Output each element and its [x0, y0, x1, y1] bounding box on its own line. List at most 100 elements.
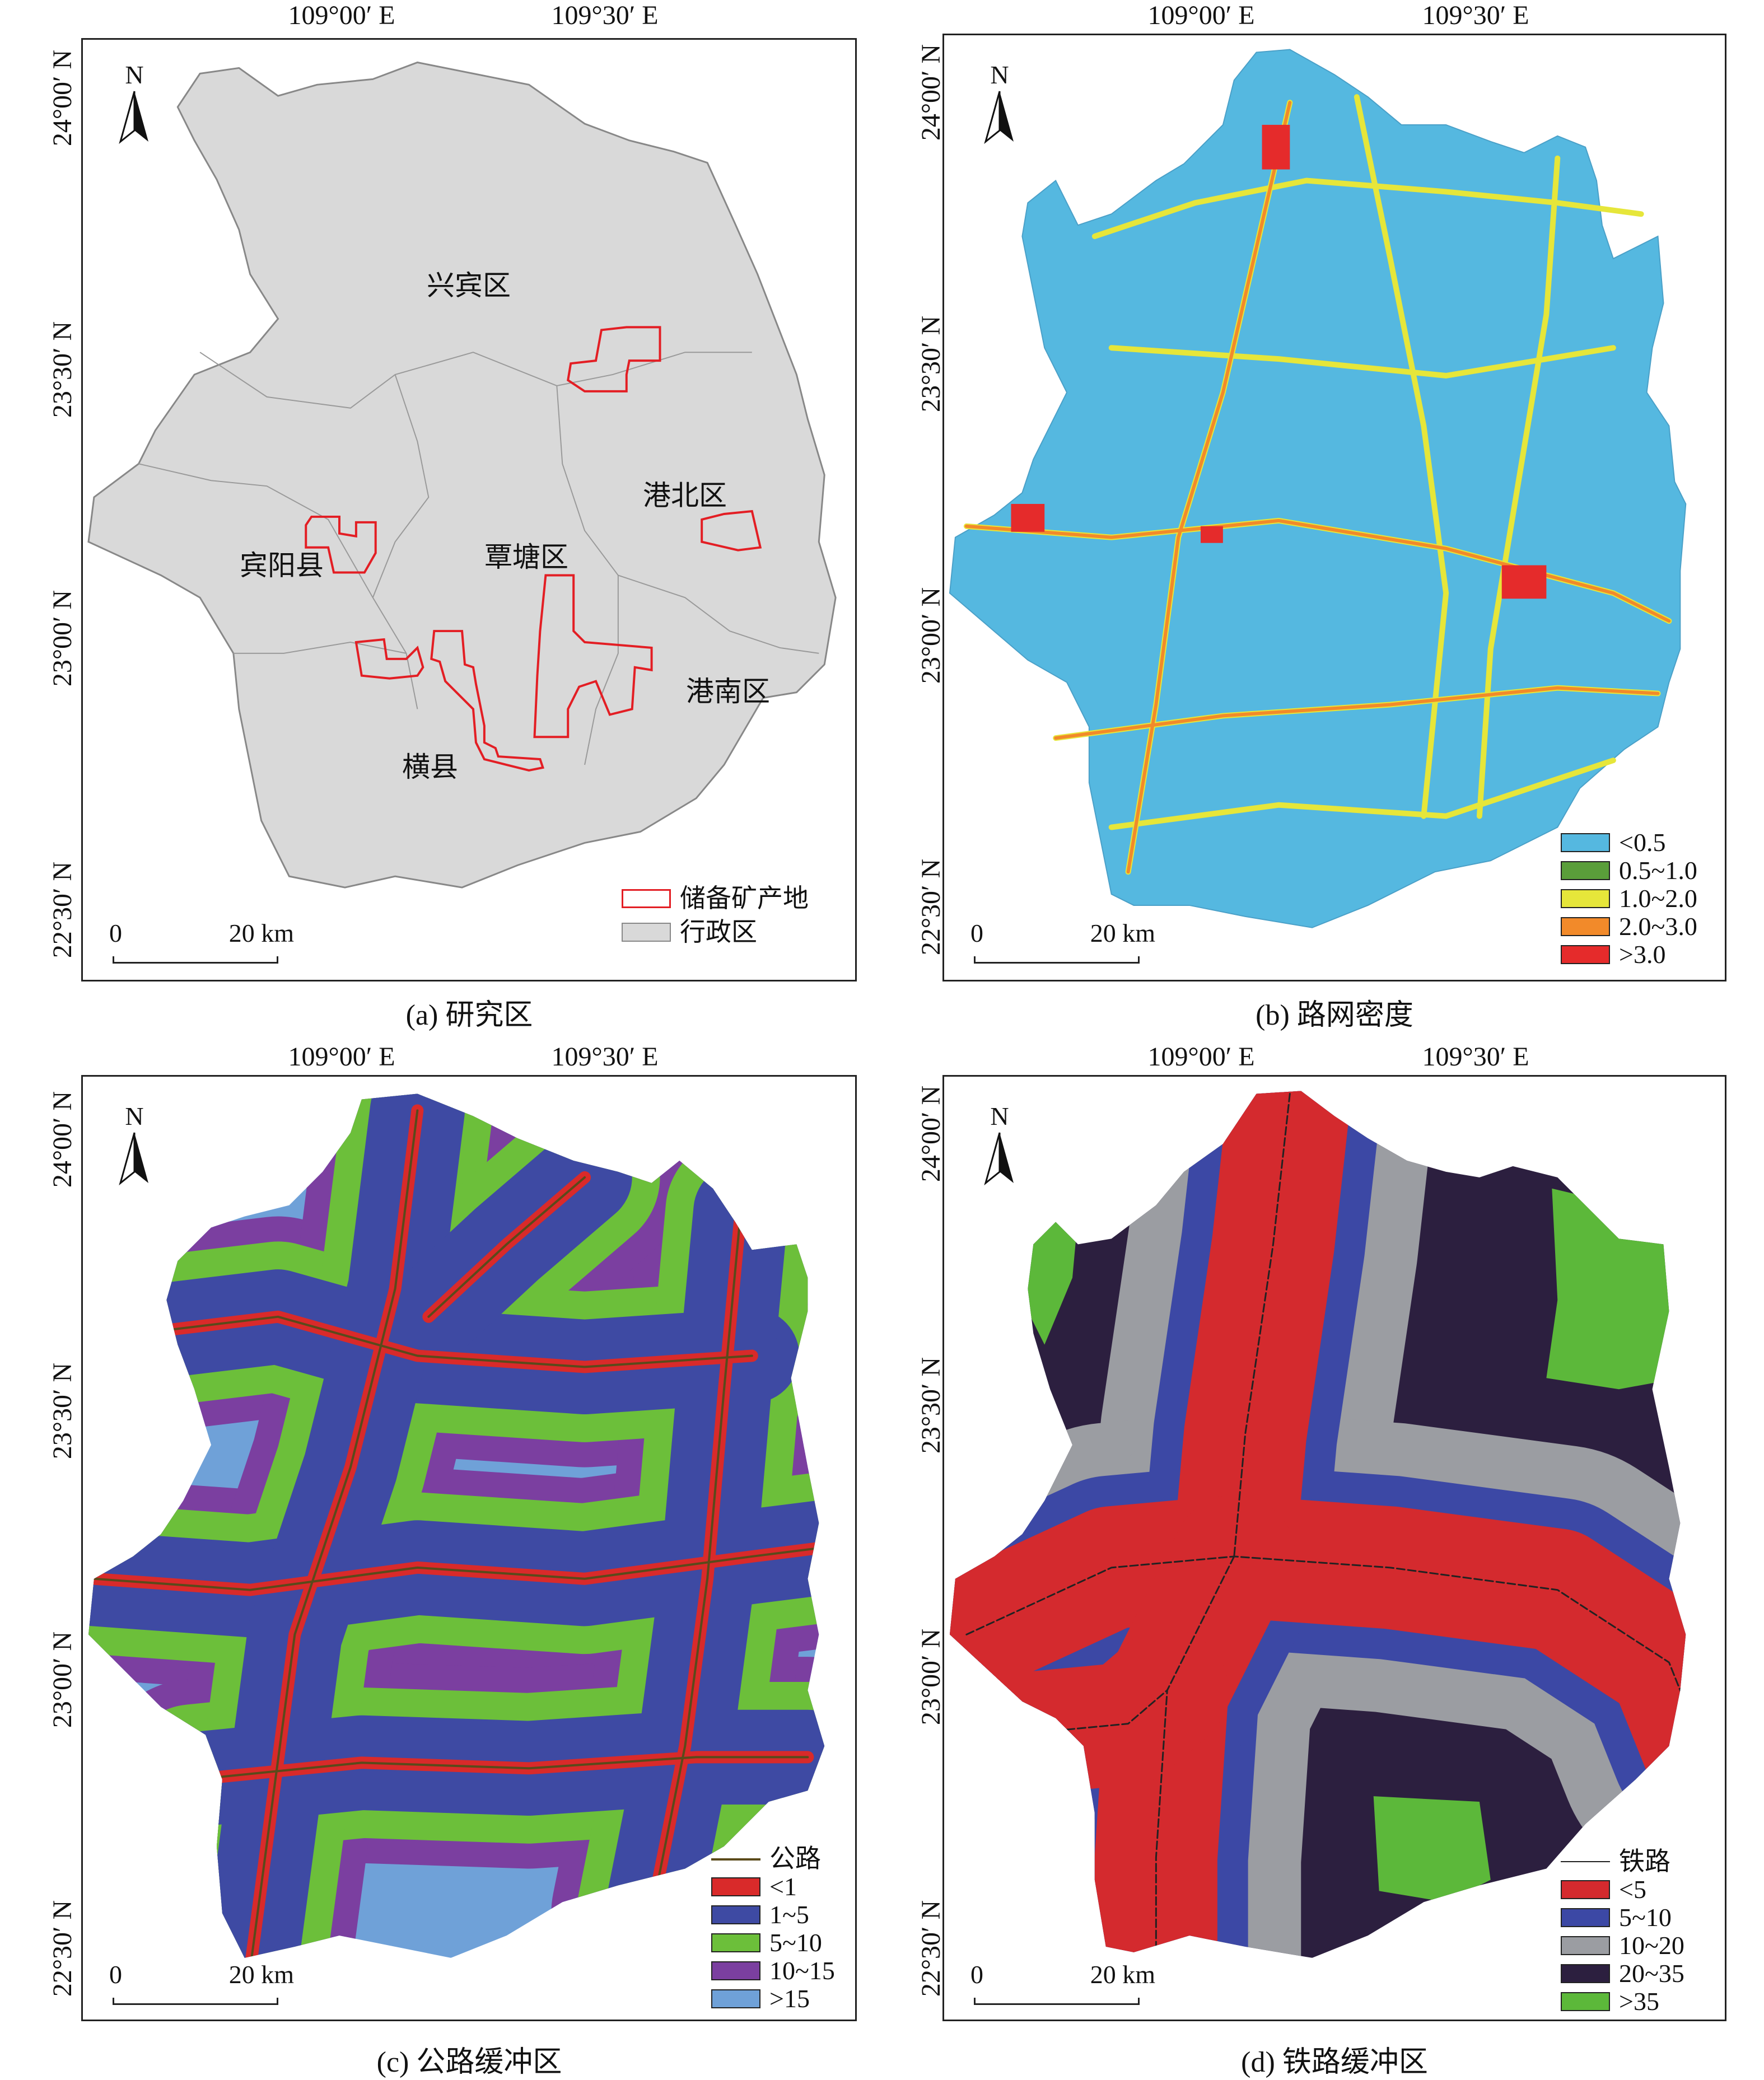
north-arrow-icon: [984, 91, 1014, 144]
legend-label: 公路: [769, 1844, 821, 1873]
panel-b: 109°00′ E 109°30′ E 24°00′ N 23°30′ N 23…: [882, 0, 1764, 1041]
scale-zero: 0: [109, 1960, 122, 1989]
legend-label: 10~15: [769, 1956, 835, 1985]
lat-tick-1: 24°00′ N: [916, 44, 946, 141]
scale-end: 20 km: [228, 919, 294, 947]
legend-swatch: [1561, 1880, 1610, 1899]
region-label: 港北区: [643, 480, 727, 511]
caption-c: (c) 公路缓冲区: [376, 2046, 562, 2078]
legend-label: <1: [769, 1872, 797, 1901]
map-frame-d: [942, 1075, 1726, 2021]
lat-tick-4: 22°30′ N: [916, 858, 946, 956]
lon-tick-2: 109°30′ E: [551, 1042, 659, 1072]
legend-label: 20~35: [1619, 1959, 1684, 1988]
region-label: 宾阳县: [240, 550, 324, 581]
lat-tick-2: 23°30′ N: [916, 1357, 946, 1454]
road-density-map: [949, 49, 1687, 928]
legend-swatch: [1561, 945, 1610, 964]
legend-swatch: [1561, 917, 1610, 936]
legend-swatch: [1561, 1964, 1610, 1983]
legend-label: 10~20: [1619, 1931, 1684, 1960]
road-network: [963, 94, 1672, 875]
lat-tick-1: 24°00′ N: [916, 1085, 946, 1182]
lon-tick-1: 109°00′ E: [288, 1042, 395, 1072]
lat-tick-3: 23°00′ N: [916, 1628, 946, 1726]
caption-d: (d) 铁路缓冲区: [1241, 2046, 1428, 2078]
road-lines: [92, 1109, 825, 1958]
scale-zero: 0: [970, 919, 983, 947]
panel-d: 109°00′ E 109°30′ E 24°00′ N 23°30′ N 23…: [882, 1041, 1764, 2078]
north-arrow-a: N: [112, 62, 157, 151]
legend-swatch: [1561, 833, 1610, 852]
legend-swatch: [711, 1905, 760, 1924]
scale-end: 20 km: [1090, 1960, 1155, 1989]
scale-bar-line: [113, 1998, 278, 2005]
lon-tick-2: 109°30′ E: [1422, 1, 1529, 30]
legend-label: 储备矿产地: [680, 884, 809, 913]
panel-a: 109°00′ E 109°30′ E 24°00′ N 23°30′ N 23…: [0, 0, 882, 1041]
legend-swatch: [711, 1877, 760, 1896]
north-label: N: [125, 60, 144, 89]
scale-bar-d: 0 20 km: [970, 1960, 1155, 2005]
legend-label: <5: [1619, 1875, 1646, 1904]
legend-label: >15: [769, 1984, 810, 2013]
lon-tick-2: 109°30′ E: [1422, 1042, 1529, 1072]
legend-line-swatch: [711, 1858, 760, 1861]
legend-label: 0.5~1.0: [1619, 856, 1697, 885]
lat-tick-3: 23°00′ N: [916, 587, 946, 684]
scale-bar-line: [113, 956, 278, 964]
region-label: 覃塘区: [484, 541, 568, 573]
legend-swatch: [711, 1989, 760, 2008]
caption-a: (a) 研究区: [405, 999, 533, 1031]
north-arrow-b: N: [977, 62, 1022, 151]
scale-zero: 0: [109, 919, 122, 947]
legend-swatch: [622, 923, 671, 942]
scale-bar-a: 0 20 km: [109, 918, 294, 964]
lon-tick-1: 109°00′ E: [1147, 1, 1255, 30]
north-arrow-icon: [119, 1132, 148, 1186]
north-arrow-c: N: [112, 1103, 157, 1193]
density-base: [949, 49, 1687, 928]
legend-swatch: [1561, 889, 1610, 908]
map-frame-c: [81, 1075, 857, 2021]
scale-end: 20 km: [1090, 919, 1155, 947]
legend-label: 铁路: [1619, 1847, 1670, 1876]
lat-tick-2: 23°30′ N: [48, 321, 77, 418]
lon-tick-2: 109°30′ E: [551, 1, 659, 30]
lat-tick-3: 23°00′ N: [48, 590, 77, 687]
panel-c: 109°00′ E 109°30′ E 24°00′ N 23°30′ N 23…: [0, 1041, 882, 2078]
legend-label: 行政区: [680, 918, 757, 946]
legend-label: 2.0~3.0: [1619, 912, 1697, 941]
legend-label: 1.0~2.0: [1619, 884, 1697, 913]
lat-tick-2: 23°30′ N: [48, 1362, 77, 1460]
railway-buffer-map: [949, 1091, 1686, 1958]
north-label: N: [990, 60, 1009, 89]
scale-bar-line: [974, 956, 1140, 964]
region-label: 横县: [402, 751, 458, 783]
north-label: N: [990, 1102, 1009, 1130]
legend-swatch: [1561, 1992, 1610, 2011]
legend-swatch: [711, 1933, 760, 1952]
map-frame-a: [81, 38, 857, 981]
lat-tick-4: 22°30′ N: [48, 861, 77, 959]
urban-hotspots: [1011, 124, 1547, 599]
legend-label: 5~10: [1619, 1903, 1672, 1932]
legend-swatch: [1561, 861, 1610, 880]
north-arrow-icon: [119, 91, 148, 144]
lat-tick-2: 23°30′ N: [916, 315, 946, 413]
lat-tick-4: 22°30′ N: [916, 1900, 946, 1997]
north-arrow-d: N: [977, 1103, 1022, 1193]
north-arrow-icon: [984, 1132, 1014, 1186]
legend-label: 5~10: [769, 1928, 822, 1957]
legend-label: >3.0: [1619, 940, 1666, 969]
scale-zero: 0: [970, 1960, 983, 1989]
study-area-map: [87, 61, 837, 889]
lon-tick-1: 109°00′ E: [1147, 1042, 1255, 1072]
caption-b: (b) 路网密度: [1256, 999, 1413, 1031]
legend-label: >35: [1619, 1987, 1659, 2016]
scale-bar-b: 0 20 km: [970, 918, 1155, 964]
legend-label: 1~5: [769, 1900, 809, 1929]
legend-swatch: [1561, 1936, 1610, 1955]
scale-end: 20 km: [228, 1960, 294, 1989]
legend-swatch: [1561, 1908, 1610, 1927]
